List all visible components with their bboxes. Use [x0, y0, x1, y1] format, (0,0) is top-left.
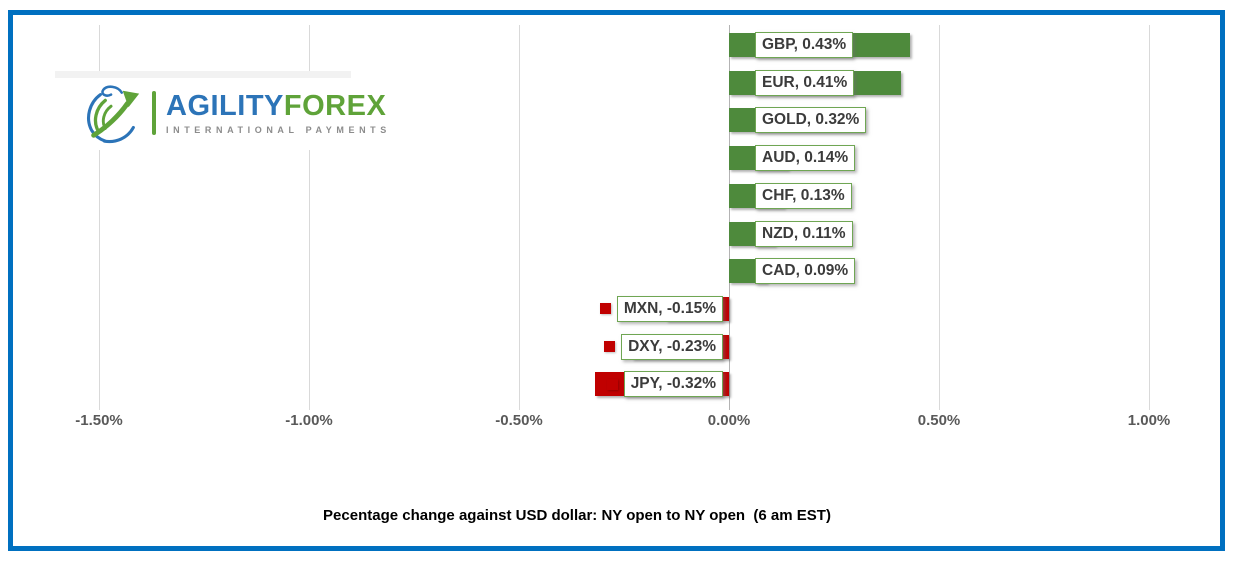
- gridline: [518, 25, 520, 410]
- chart-title: Pecentage change against USD dollar: NY …: [323, 507, 831, 524]
- zero-axis-line: [728, 25, 730, 410]
- legend-key-square: [740, 39, 751, 50]
- data-label-dxy: DXY, -0.23%: [621, 333, 723, 360]
- data-label-cad: CAD, 0.09%: [755, 258, 856, 285]
- legend-key-square: [740, 114, 751, 126]
- legend-key-square: [740, 265, 751, 277]
- gridline: [938, 25, 940, 410]
- header-strip: [55, 71, 351, 78]
- data-label-row: DXY, -0.23%: [604, 333, 723, 361]
- gridline: [1148, 25, 1150, 410]
- brand-tagline: INTERNATIONAL PAYMENTS: [166, 124, 391, 135]
- x-axis-tick-label: 0.50%: [917, 412, 961, 429]
- gridline: [98, 25, 100, 410]
- logo-text: AGILITYFOREX INTERNATIONAL PAYMENTS: [166, 89, 391, 135]
- legend-key-square: [606, 378, 618, 390]
- data-label-row: CAD, 0.09%: [740, 257, 856, 285]
- data-label-row: GBP, 0.43%: [740, 31, 854, 59]
- legend-key-square: [740, 76, 751, 88]
- data-label-aud: AUD, 0.14%: [755, 145, 856, 172]
- data-label-chf: CHF, 0.13%: [755, 182, 852, 209]
- data-label-jpy: JPY, -0.32%: [623, 371, 723, 398]
- legend-key-square: [599, 303, 611, 315]
- legend-key-square: [740, 227, 751, 239]
- data-label-row: MXN, -0.15%: [599, 295, 723, 323]
- data-label-gold: GOLD, 0.32%: [755, 107, 867, 134]
- data-label-row: GOLD, 0.32%: [740, 106, 867, 134]
- data-label-row: EUR, 0.41%: [740, 69, 855, 97]
- agilityforex-logo: AGILITYFOREX INTERNATIONAL PAYMENTS: [82, 82, 391, 144]
- legend-key-square: [740, 189, 751, 201]
- globe-swoosh-arrow-icon: [87, 85, 140, 144]
- x-axis-tick-label: -1.50%: [75, 412, 123, 429]
- legend-key-square: [740, 152, 751, 164]
- data-label-gbp: GBP, 0.43%: [755, 32, 854, 58]
- x-axis-tick-label: 0.00%: [707, 412, 751, 429]
- x-axis-tick-label: -1.00%: [285, 412, 333, 429]
- data-label-row: NZD, 0.11%: [740, 220, 853, 248]
- data-label-mxn: MXN, -0.15%: [616, 295, 723, 322]
- brand-agility: AGILITY: [166, 89, 284, 122]
- logo-separator: [152, 91, 156, 135]
- brand-forex: FOREX: [283, 89, 387, 122]
- gridline: [308, 25, 310, 410]
- data-label-nzd: NZD, 0.11%: [755, 220, 853, 247]
- data-label-row: AUD, 0.14%: [740, 144, 856, 172]
- data-label-eur: EUR, 0.41%: [755, 69, 855, 96]
- data-label-row: JPY, -0.32%: [606, 370, 723, 398]
- x-axis-tick-label: 1.00%: [1127, 412, 1171, 429]
- x-axis-tick-label: -0.50%: [495, 412, 543, 429]
- legend-key-square: [604, 341, 616, 353]
- data-label-row: CHF, 0.13%: [740, 182, 852, 210]
